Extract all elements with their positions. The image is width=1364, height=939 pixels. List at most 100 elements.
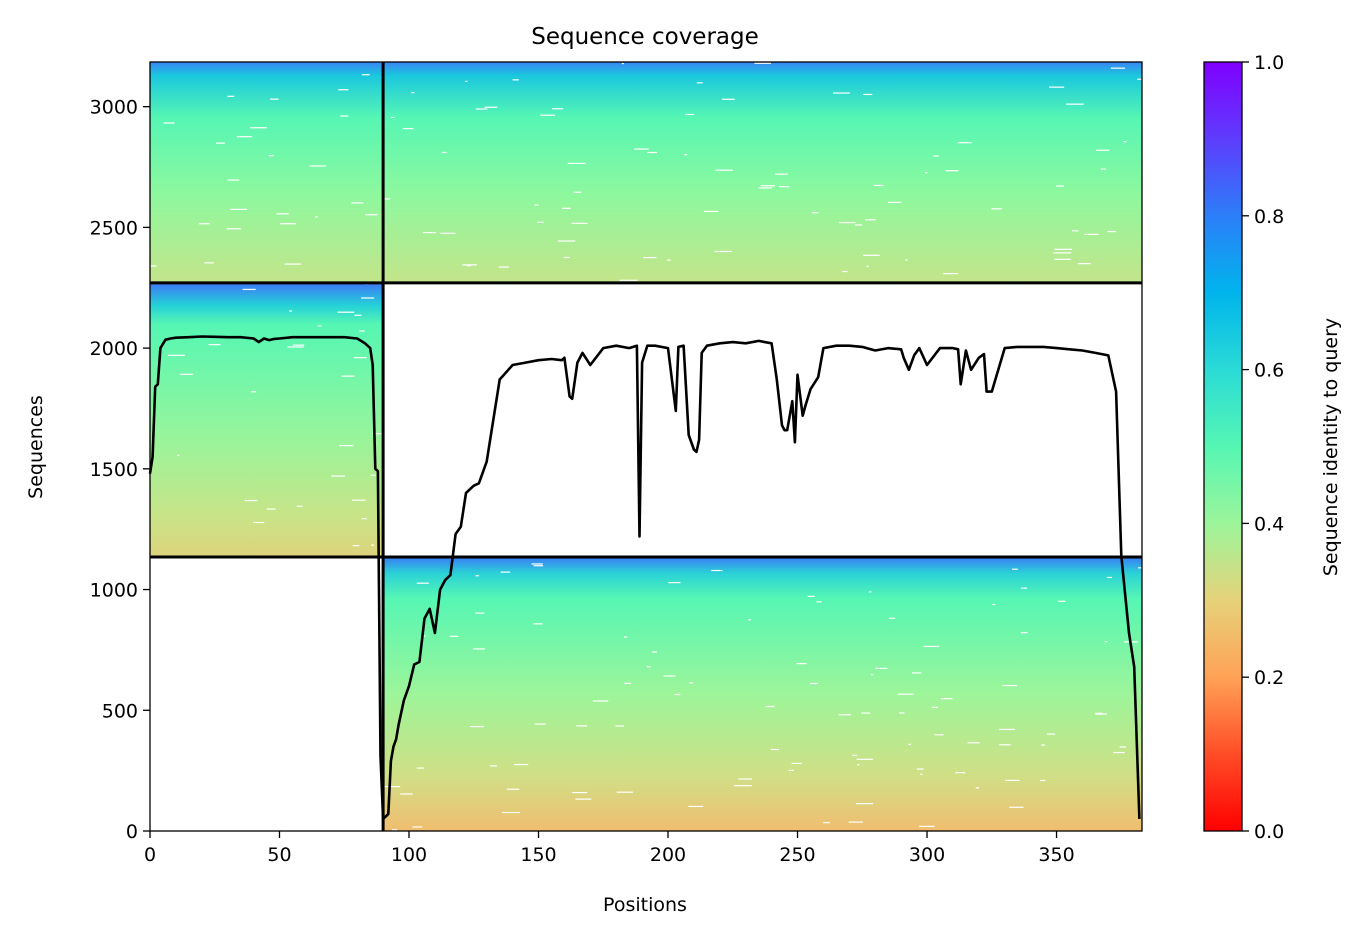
gap-streak [715, 169, 733, 171]
gap-streak [1054, 248, 1073, 250]
gap-streak [563, 256, 570, 259]
gap-streak [475, 612, 485, 614]
gap-streak [643, 256, 657, 259]
y-tick-label: 2500 [90, 217, 138, 239]
gap-streak [462, 264, 477, 266]
gap-streak [765, 705, 775, 708]
gap-streak [361, 518, 367, 520]
gap-streak [242, 288, 256, 291]
gap-streak [734, 785, 752, 787]
gap-streak [666, 259, 671, 261]
colorbar-tick-label: 0.4 [1254, 513, 1284, 535]
gap-streak [1096, 149, 1110, 151]
gap-streak [226, 228, 241, 230]
gap-streak [999, 728, 1015, 731]
gap-streak [685, 113, 694, 116]
gap-streak [251, 391, 257, 393]
gap-streak [531, 563, 543, 565]
gap-streak [1138, 567, 1142, 569]
gap-streak [317, 325, 322, 327]
y-tick-label: 2000 [90, 338, 138, 360]
gap-streak [227, 179, 240, 181]
gap-streak [337, 311, 355, 313]
gap-streak [647, 151, 658, 154]
gap-streak [854, 224, 863, 226]
gap-streak [270, 98, 279, 100]
gap-streak [244, 499, 258, 502]
gap-streak [651, 651, 658, 653]
x-tick-label: 50 [267, 844, 291, 866]
gap-streak [1107, 230, 1117, 233]
gap-streak [1095, 713, 1108, 715]
gap-streak [268, 155, 274, 157]
gap-streak [856, 758, 873, 760]
gap-streak [957, 142, 972, 144]
gap-streak [292, 344, 305, 346]
gap-streak [498, 266, 509, 268]
gap-streak [1095, 712, 1103, 714]
gap-streak [875, 667, 888, 670]
gap-streak [839, 221, 856, 224]
gap-streak [1113, 751, 1125, 754]
gap-streak [540, 114, 556, 116]
gap-streak [774, 173, 788, 175]
gap-streak [616, 791, 634, 793]
gap-streak [572, 791, 588, 794]
gap-streak [179, 373, 194, 375]
gap-streak [888, 617, 896, 619]
coverage-block [383, 62, 1142, 283]
gap-streak [351, 202, 364, 204]
gap-streak [384, 785, 401, 788]
gap-streak [714, 250, 733, 253]
gap-streak [204, 262, 214, 264]
x-tick-label: 150 [520, 844, 556, 866]
gap-streak [760, 185, 775, 187]
gap-streak [536, 221, 544, 223]
gap-streak [449, 635, 459, 637]
colorbar-gradient [1203, 61, 1243, 832]
colorbar-ticks: 0.0 0.2 0.4 0.6 0.8 1.0 [1242, 52, 1284, 843]
gap-streak [1009, 806, 1024, 808]
gap-streak [770, 748, 779, 751]
gap-streak [615, 725, 625, 727]
gap-streak [411, 92, 415, 94]
gap-streak [1123, 141, 1127, 143]
gap-streak [833, 92, 850, 94]
gap-streak [848, 821, 863, 823]
gap-streak [361, 74, 370, 76]
gap-streak [236, 136, 253, 138]
gap-streak [370, 474, 376, 476]
gap-streak [684, 153, 688, 156]
gap-streak [788, 769, 794, 771]
gap-streak [339, 445, 354, 447]
gap-streak [999, 744, 1011, 746]
y-axis-label: Sequences [25, 395, 47, 499]
gap-streak [955, 772, 966, 774]
gap-streak [898, 712, 905, 714]
gap-streak [1005, 779, 1020, 781]
gap-streak [865, 219, 876, 221]
gap-streak [897, 693, 914, 695]
x-axis-ticks: 0 50 100 150 200 250 300 350 [144, 831, 1075, 866]
gap-streak [365, 214, 378, 216]
gap-streak [331, 475, 345, 477]
gap-streak [748, 619, 751, 621]
gap-streak [352, 545, 360, 547]
gap-streak [842, 270, 848, 273]
gap-streak [371, 544, 375, 546]
gap-streak [465, 80, 468, 82]
gap-streak [391, 116, 395, 119]
gap-streak [216, 142, 225, 144]
gap-streak [561, 207, 571, 209]
gap-streak [791, 762, 802, 764]
gap-streak [514, 763, 529, 766]
gap-streak [992, 603, 996, 606]
gap-streak [623, 636, 628, 638]
gap-streak [1054, 258, 1071, 260]
gap-streak [1057, 600, 1066, 602]
gap-streak [400, 793, 413, 795]
gap-streak [412, 826, 423, 828]
colorbar-tick-label: 1.0 [1254, 52, 1284, 74]
gap-streak [340, 115, 349, 117]
gap-streak [177, 454, 180, 456]
